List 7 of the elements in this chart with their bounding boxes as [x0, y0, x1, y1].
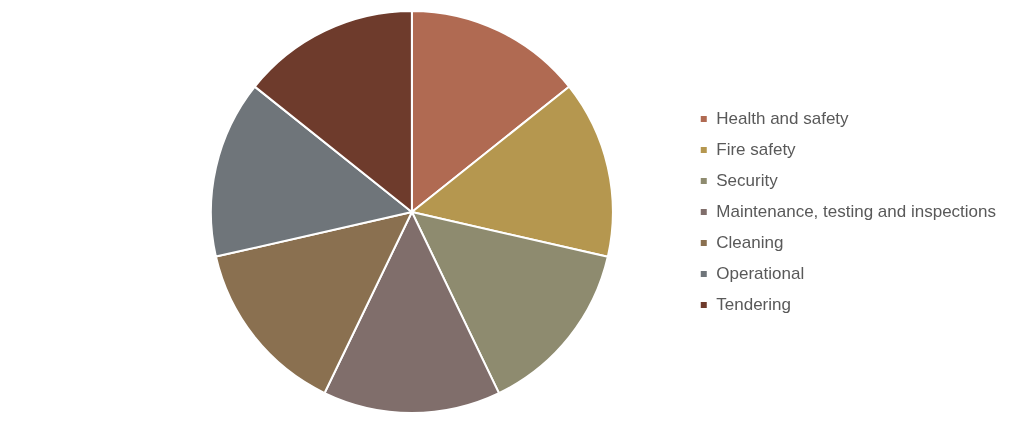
legend-label: Fire safety	[716, 139, 797, 159]
legend-label: Maintenance, testing and inspections	[716, 201, 997, 221]
legend-label: Security	[716, 170, 779, 190]
legend-label: Health and safety	[716, 108, 850, 128]
legend-label: Cleaning	[716, 232, 784, 252]
legend-label: Operational	[716, 263, 805, 283]
legend-label: Tendering	[716, 294, 791, 314]
